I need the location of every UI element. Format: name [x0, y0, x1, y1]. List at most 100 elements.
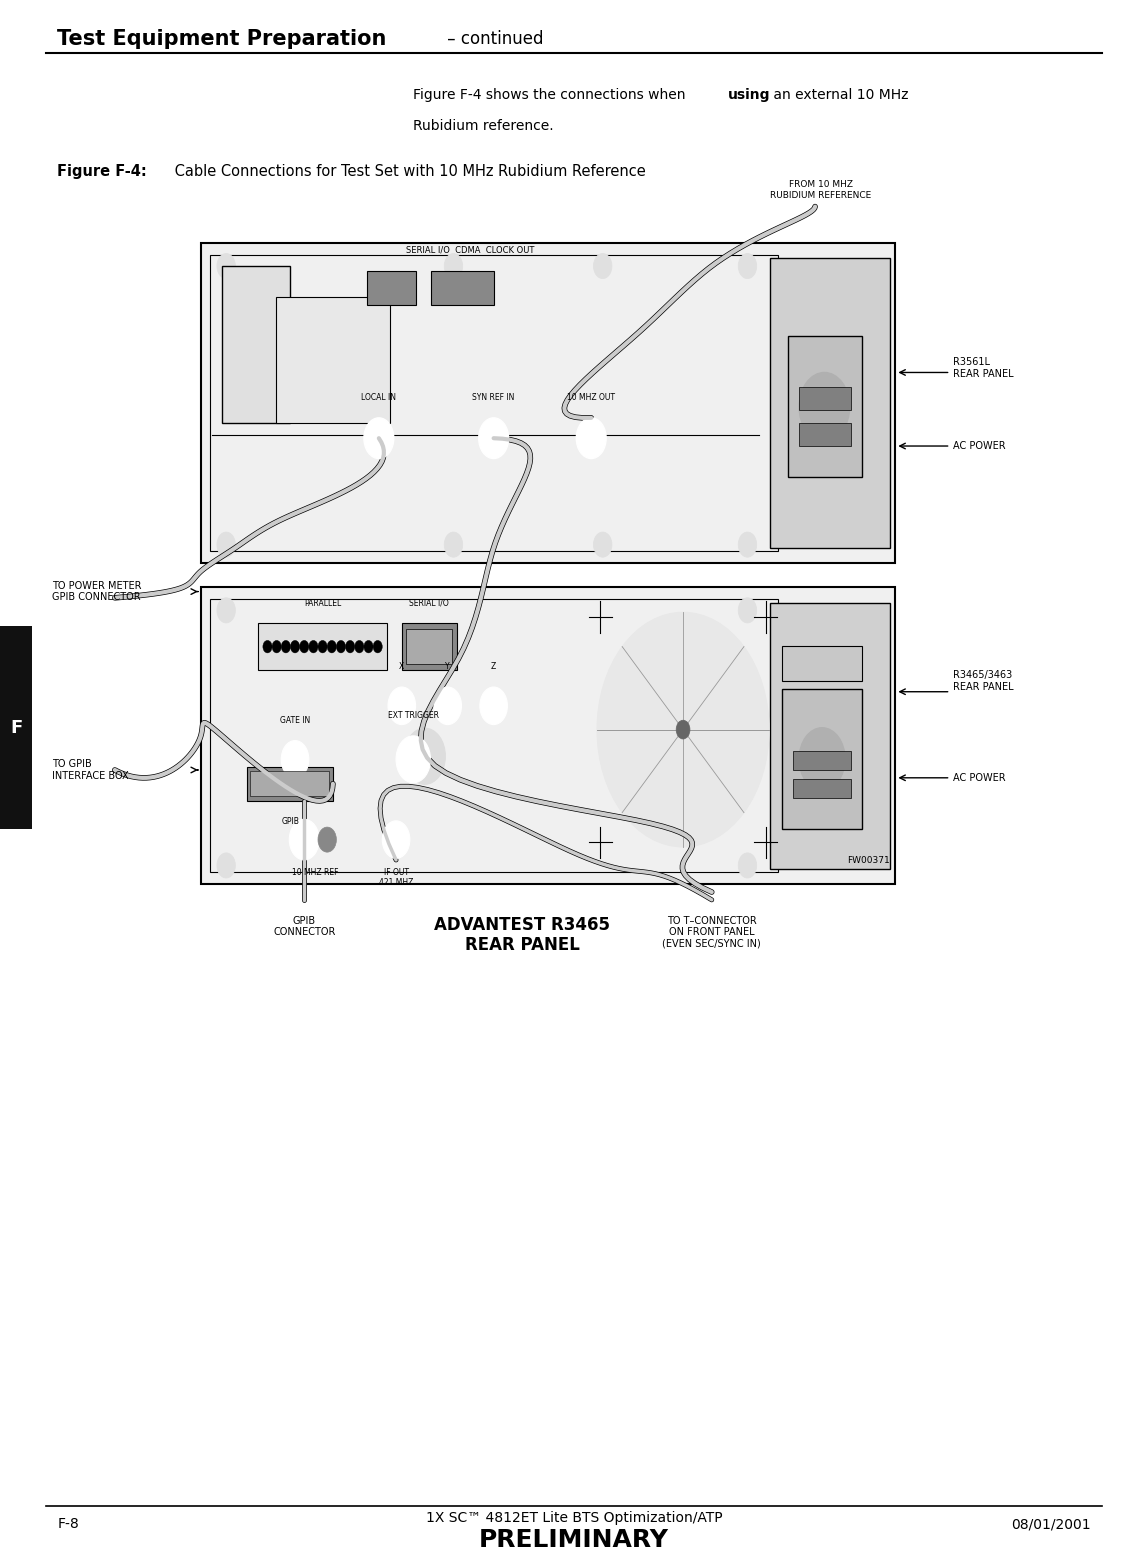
Circle shape	[614, 635, 752, 823]
Text: GPIB: GPIB	[281, 817, 300, 826]
Text: Y: Y	[445, 662, 450, 671]
Text: EXT TRIGGER: EXT TRIGGER	[388, 711, 439, 720]
Text: Figure F-4 shows the connections when: Figure F-4 shows the connections when	[413, 88, 690, 102]
Bar	[222, 266, 290, 423]
Circle shape	[281, 640, 290, 653]
Bar	[276, 297, 390, 423]
Text: F-8: F-8	[57, 1518, 79, 1531]
Bar	[210, 255, 778, 551]
Bar	[201, 243, 895, 563]
Circle shape	[631, 659, 735, 800]
Circle shape	[382, 822, 410, 859]
Circle shape	[594, 254, 612, 279]
Circle shape	[480, 687, 507, 725]
Bar	[782, 689, 862, 829]
Bar	[770, 258, 890, 548]
Circle shape	[799, 372, 850, 441]
Text: FW00371: FW00371	[847, 856, 890, 865]
Text: GATE IN: GATE IN	[280, 715, 310, 725]
Text: 10 MHZ REF: 10 MHZ REF	[293, 869, 339, 876]
Text: SYN REF IN: SYN REF IN	[473, 393, 514, 402]
Text: LOCAL IN: LOCAL IN	[362, 393, 396, 402]
Bar	[799, 387, 851, 410]
Circle shape	[217, 598, 235, 623]
Text: Figure F-4:: Figure F-4:	[57, 164, 147, 180]
Circle shape	[217, 532, 235, 557]
Bar	[406, 629, 452, 664]
Circle shape	[649, 682, 718, 776]
Text: Cable Connections for Test Set with 10 MHz Rubidium Reference: Cable Connections for Test Set with 10 M…	[170, 164, 645, 180]
Circle shape	[738, 532, 757, 557]
Bar	[430, 271, 494, 305]
Text: AC POWER: AC POWER	[953, 441, 1006, 451]
Bar	[250, 772, 329, 797]
Text: R3561L
REAR PANEL: R3561L REAR PANEL	[953, 357, 1014, 379]
Circle shape	[300, 640, 309, 653]
Circle shape	[388, 687, 416, 725]
Circle shape	[289, 820, 319, 861]
Text: – continued: – continued	[442, 30, 543, 49]
Circle shape	[576, 418, 606, 459]
Bar	[201, 587, 895, 884]
Circle shape	[327, 640, 336, 653]
Text: ADVANTEST R3465
REAR PANEL: ADVANTEST R3465 REAR PANEL	[434, 916, 611, 955]
Circle shape	[290, 640, 300, 653]
Circle shape	[479, 418, 509, 459]
Circle shape	[281, 740, 309, 778]
Circle shape	[738, 853, 757, 878]
Text: R3465/3463
REAR PANEL: R3465/3463 REAR PANEL	[953, 670, 1014, 692]
Text: PRELIMINARY: PRELIMINARY	[479, 1527, 669, 1552]
Bar	[793, 779, 851, 798]
Circle shape	[346, 640, 355, 653]
Text: 08/01/2001: 08/01/2001	[1011, 1518, 1091, 1531]
Circle shape	[318, 828, 336, 853]
Circle shape	[364, 640, 373, 653]
Circle shape	[444, 254, 463, 279]
Text: Rubidium reference.: Rubidium reference.	[413, 119, 553, 133]
Text: TO T–CONNECTOR
ON FRONT PANEL
(EVEN SEC/SYNC IN): TO T–CONNECTOR ON FRONT PANEL (EVEN SEC/…	[662, 916, 761, 948]
Circle shape	[373, 640, 382, 653]
Circle shape	[355, 640, 364, 653]
Text: Z: Z	[491, 662, 496, 671]
Circle shape	[336, 640, 346, 653]
Bar	[793, 751, 851, 770]
Circle shape	[396, 736, 430, 782]
Bar	[770, 603, 890, 869]
Bar	[0, 626, 32, 829]
Text: IF OUT
421 MHZ: IF OUT 421 MHZ	[379, 869, 413, 887]
Bar	[247, 767, 333, 801]
Circle shape	[594, 532, 612, 557]
Text: AC POWER: AC POWER	[953, 773, 1006, 782]
Text: PARALLEL: PARALLEL	[304, 598, 341, 607]
Text: SERIAL I/O: SERIAL I/O	[410, 598, 449, 607]
Text: TO GPIB
INTERFACE BOX: TO GPIB INTERFACE BOX	[52, 759, 129, 781]
Circle shape	[738, 598, 757, 623]
Circle shape	[217, 853, 235, 878]
Circle shape	[444, 532, 463, 557]
Circle shape	[666, 706, 700, 753]
Circle shape	[364, 418, 394, 459]
Text: TO POWER METER
GPIB CONNECTOR: TO POWER METER GPIB CONNECTOR	[52, 581, 141, 603]
Text: FROM 10 MHZ
RUBIDIUM REFERENCE: FROM 10 MHZ RUBIDIUM REFERENCE	[770, 180, 871, 200]
Circle shape	[738, 254, 757, 279]
Circle shape	[263, 640, 272, 653]
Text: Test Equipment Preparation: Test Equipment Preparation	[57, 30, 387, 49]
Bar	[210, 599, 778, 872]
Circle shape	[217, 254, 235, 279]
Bar	[799, 423, 851, 446]
Text: GPIB
CONNECTOR: GPIB CONNECTOR	[273, 916, 335, 937]
Bar	[367, 271, 416, 305]
Circle shape	[272, 640, 281, 653]
Text: SERIAL I/O  CDMA  CLOCK OUT: SERIAL I/O CDMA CLOCK OUT	[406, 246, 535, 255]
Bar	[402, 623, 457, 670]
Bar	[258, 623, 387, 670]
Circle shape	[799, 728, 845, 790]
Bar	[788, 336, 862, 477]
Text: F: F	[10, 718, 22, 737]
Bar	[782, 646, 862, 681]
Text: using: using	[728, 88, 770, 102]
Circle shape	[404, 728, 445, 784]
Text: an external 10 MHz: an external 10 MHz	[769, 88, 909, 102]
Circle shape	[434, 687, 461, 725]
Text: 10 MHZ OUT: 10 MHZ OUT	[567, 393, 615, 402]
